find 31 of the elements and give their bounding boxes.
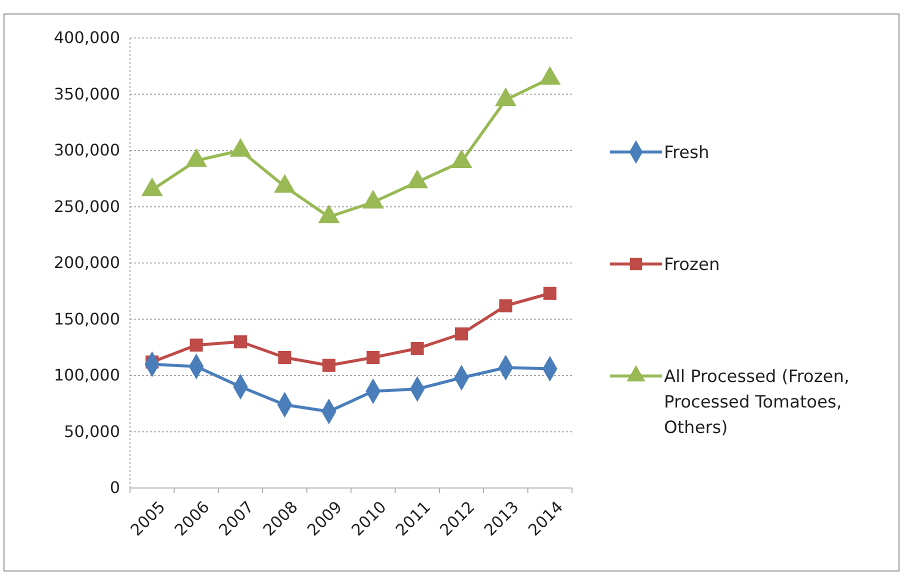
point [454,327,468,340]
y-tick-label: 50,000 [64,422,120,441]
point [318,204,340,224]
point [450,149,472,168]
point [499,299,512,312]
point [494,87,516,106]
point [410,342,424,356]
point [366,350,380,364]
point [230,138,252,157]
y-tick-label: 250,000 [54,196,120,216]
legend-label: Frozen [664,254,720,275]
point [234,335,248,348]
y-tick-label: 350,000 [54,84,120,104]
point [190,338,203,352]
point [406,170,428,188]
point [186,148,208,167]
point [322,358,336,372]
point [543,286,556,300]
legend-label: All Processed (Frozen, Processed Tomatoes, Others) [664,366,850,438]
y-tick-label: 300,000 [54,140,120,160]
point [539,66,561,85]
y-tick-label: 400,000 [54,28,120,48]
y-tick-label: 100,000 [54,366,120,385]
y-tick-label: 150,000 [54,309,120,328]
point [362,190,384,208]
legend-label: Fresh [664,142,710,163]
y-tick-label: 0 [110,478,120,498]
point [278,350,292,364]
y-tick-label: 200,000 [54,253,120,272]
point [274,174,296,193]
point [141,177,163,196]
